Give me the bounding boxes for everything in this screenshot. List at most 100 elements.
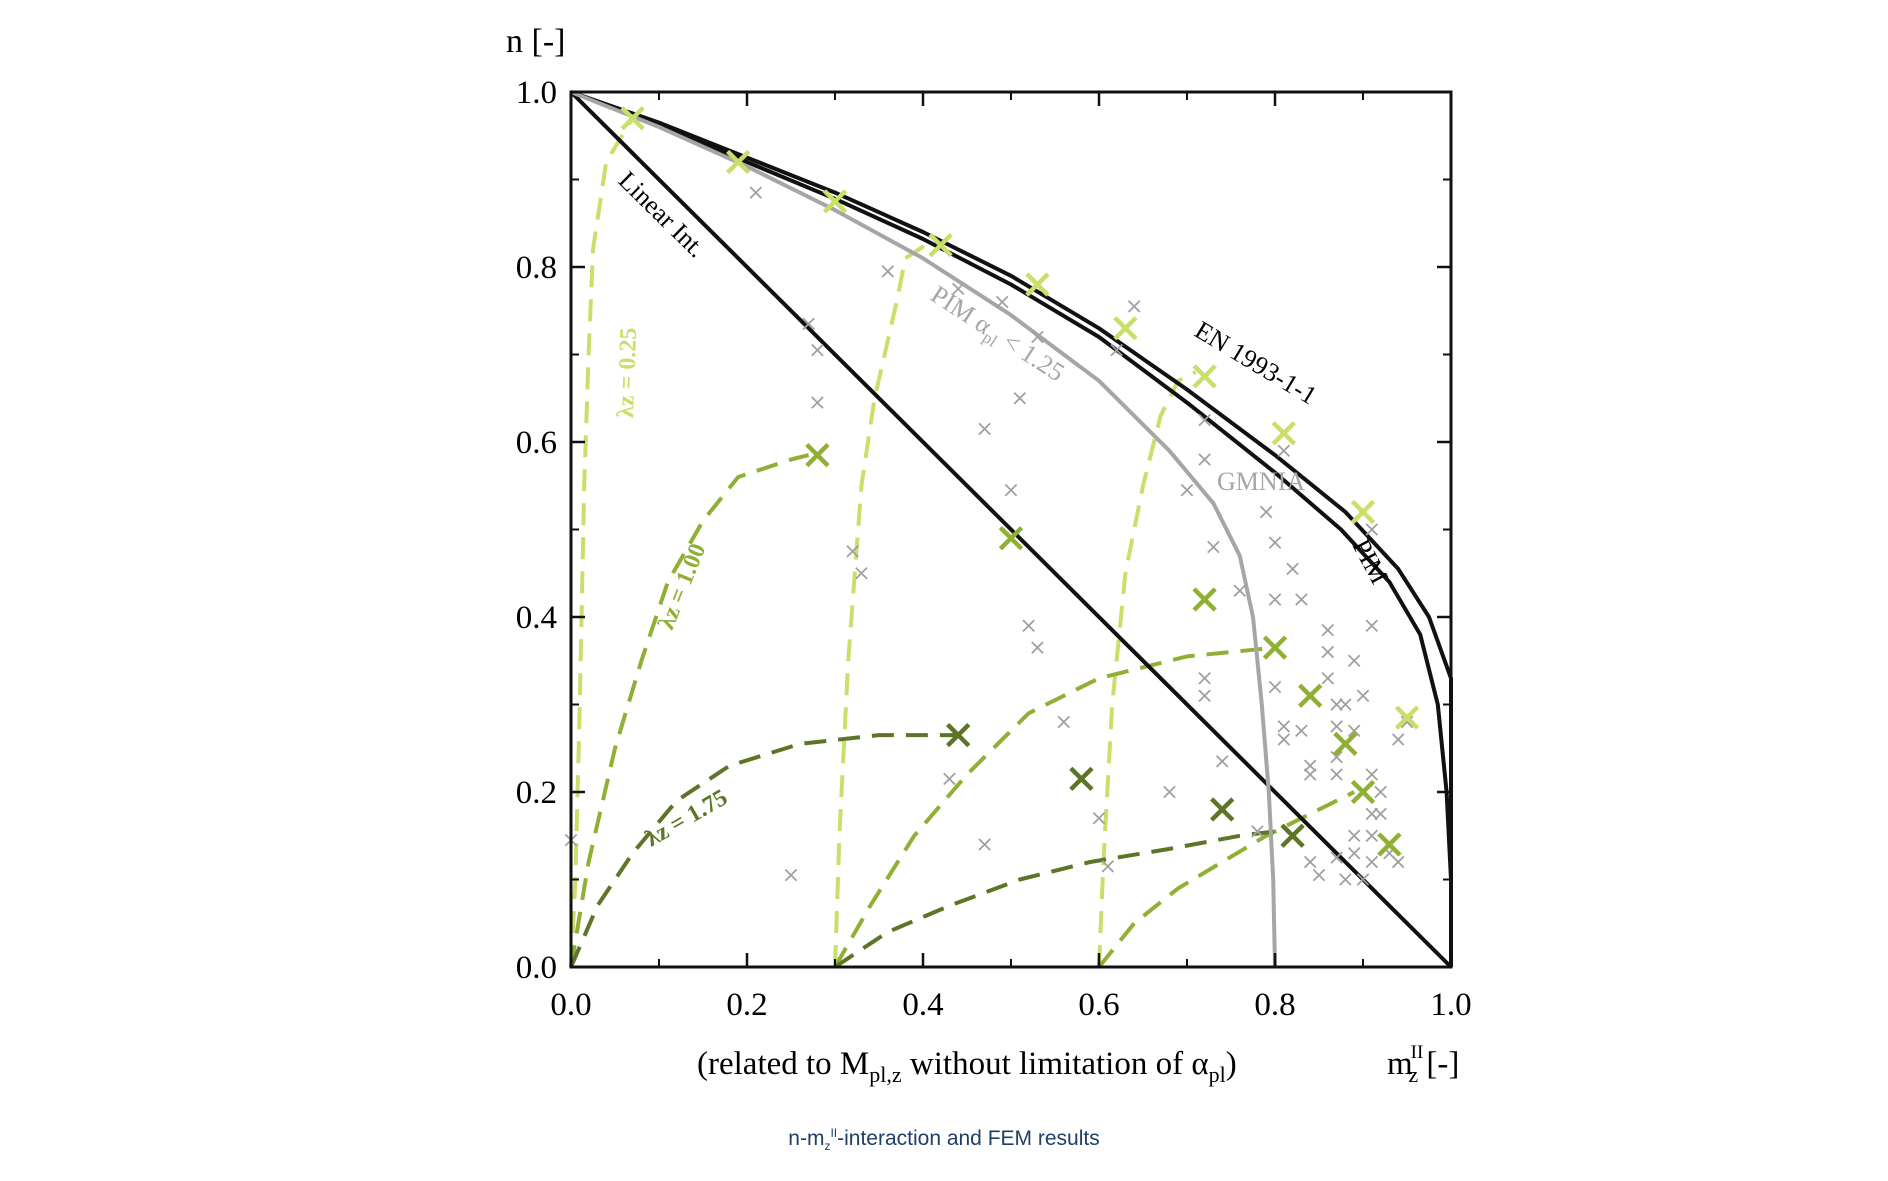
lambda-curve-3-2 <box>833 829 1276 969</box>
x-tick-label: 0.8 <box>1254 987 1295 1023</box>
gmnia-marker-gray <box>1321 645 1335 659</box>
gmnia-marker-gray <box>1180 483 1194 497</box>
label-gmnia: GMNIA <box>1217 467 1305 496</box>
y-tick-label: 0.6 <box>516 425 557 461</box>
ticks-layer: 0.0 0.2 0.4 0.6 0.8 1.0 0.0 0.2 0.4 0.6 0.8 1.0 <box>516 75 1472 1023</box>
gmnia-marker-light-green <box>726 149 751 175</box>
gmnia-marker-gray <box>1303 768 1317 781</box>
x-axis-symbol-unit: [-] <box>1418 1046 1459 1082</box>
lambda-curve-1-3 <box>1097 370 1197 968</box>
gmnia-marker-gray <box>1365 807 1379 821</box>
gmnia-marker-mid-green <box>1350 779 1376 805</box>
gmnia-marker-mid-green <box>1377 832 1402 857</box>
gmnia-marker-gray <box>846 545 859 558</box>
gmnia-marker-gray <box>1312 868 1326 882</box>
caption-sub: z <box>824 1139 831 1154</box>
gmnia-marker-light-green <box>1394 705 1420 730</box>
gmnia-marker-gray <box>1391 733 1405 746</box>
gmnia-marker-light-green <box>1350 499 1376 525</box>
y-axis-label: n [-] <box>506 23 565 60</box>
lambda-curve-2-2 <box>833 645 1276 968</box>
gmnia-marker-dark-green <box>1280 823 1305 848</box>
gmnia-marker-mid-green <box>1333 731 1358 757</box>
gmnia-marker-dark-green <box>1210 797 1235 822</box>
gmnia-marker-mid-green <box>1298 683 1323 708</box>
gmnia-marker-gray <box>811 343 824 357</box>
gmnia-marker-gray <box>749 186 763 199</box>
pim-curve <box>570 90 1453 967</box>
gmnia-marker-gray <box>1356 873 1370 886</box>
gmnia-marker-gray <box>1347 724 1361 738</box>
gmnia-marker-gray <box>1339 698 1352 711</box>
gmnia-marker-gray <box>1268 680 1282 694</box>
gmnia-marker-gray <box>1259 505 1273 519</box>
gmnia-marker-gray <box>1356 689 1370 703</box>
gmnia-marker-gray <box>1013 391 1027 405</box>
gmnia-marker-gray <box>1330 750 1343 764</box>
x-axis-label-sub1: pl,z <box>869 1062 902 1087</box>
gmnia-marker-mid-green <box>998 526 1024 551</box>
gmnia-marker-gray <box>1303 759 1317 773</box>
gmnia-marker-gray <box>1295 724 1308 738</box>
gmnia-marker-gray <box>1365 829 1379 843</box>
x-axis-label-mid: without limitation of α <box>902 1046 1209 1082</box>
y-tick-label: 0.4 <box>516 600 557 636</box>
gmnia-marker-mid-green <box>1262 635 1288 660</box>
gmnia-marker-gray <box>1031 641 1044 654</box>
gmnia-marker-gray <box>1127 300 1141 313</box>
gmnia-marker-dark-green <box>1069 766 1094 792</box>
gmnia-marker-gray <box>1031 330 1044 344</box>
caption-prefix: n-m <box>788 1127 825 1150</box>
gmnia-marker-gray <box>1101 860 1115 873</box>
x-axis-label-end: ) <box>1226 1046 1237 1082</box>
gmnia-marker-gray <box>1303 855 1317 869</box>
gmnia-marker-gray <box>881 265 895 278</box>
y-tick-label: 0.2 <box>516 775 557 811</box>
gmnia-marker-gray <box>1330 768 1343 781</box>
gmnia-marker-gray <box>1321 671 1335 685</box>
x-axis-label: (related to Mpl,z without limitation of … <box>697 1046 1237 1087</box>
x-tick-label: 0.0 <box>550 987 591 1023</box>
gmnia-marker-mid-green <box>1192 587 1217 612</box>
gmnia-marker-mid-green <box>805 442 830 468</box>
gmnia-marker-gray <box>1163 785 1176 799</box>
label-pim-alpha-end: < 1.25 <box>992 323 1069 387</box>
gmnia-marker-gray <box>1347 654 1361 668</box>
x-tick-label: 1.0 <box>1430 987 1471 1023</box>
gmnia-marker-gray <box>1022 619 1035 633</box>
gmnia-marker-gray <box>1110 343 1123 357</box>
gmnia-marker-gray <box>978 422 991 436</box>
x-axis-symbol: mII z [-] <box>1387 1042 1459 1087</box>
gmnia-marker-light-green <box>1192 364 1217 389</box>
gmnia-marker-gray <box>943 772 956 786</box>
gmnia-marker-gray <box>1233 584 1247 598</box>
curves-layer <box>569 90 1453 969</box>
gmnia-marker-light-green <box>822 189 848 214</box>
x-axis-symbol-sup: II <box>1411 1042 1424 1063</box>
gmnia-marker-gray <box>1330 720 1343 733</box>
gmnia-marker-light-green <box>928 232 953 258</box>
gmnia-marker-gray <box>1330 698 1343 711</box>
gmnia-marker-gray <box>1374 785 1387 799</box>
caption-sup: II <box>830 1126 838 1140</box>
gmnia-marker-gray <box>1198 413 1211 427</box>
gmnia-marker-gray <box>1347 846 1361 860</box>
lambda-curve-3-1 <box>569 733 959 968</box>
gmnia-marker-gray <box>1198 689 1211 703</box>
gmnia-marker-gray <box>1365 768 1379 781</box>
lambda-curve-2-1 <box>569 453 810 968</box>
label-lambda-025: λz = 0.25 <box>613 327 642 418</box>
gmnia-marker-gray <box>1207 540 1220 554</box>
pim-alpha-curve <box>570 90 1277 968</box>
lambda-curve-1-2 <box>833 239 933 968</box>
gmnia-marker-gray <box>1286 562 1299 576</box>
gmnia-marker-gray <box>1321 623 1335 637</box>
x-tick-label: 0.6 <box>1078 987 1119 1023</box>
y-tick-label: 0.0 <box>516 950 557 986</box>
gmnia-marker-gray <box>1330 851 1343 864</box>
gmnia-marker-gray <box>855 566 868 580</box>
x-axis-symbol-sub: z <box>1408 1062 1418 1087</box>
label-lambda-100: λz = 1.00 <box>653 540 711 633</box>
lambda-curve-1-1 <box>569 117 635 968</box>
